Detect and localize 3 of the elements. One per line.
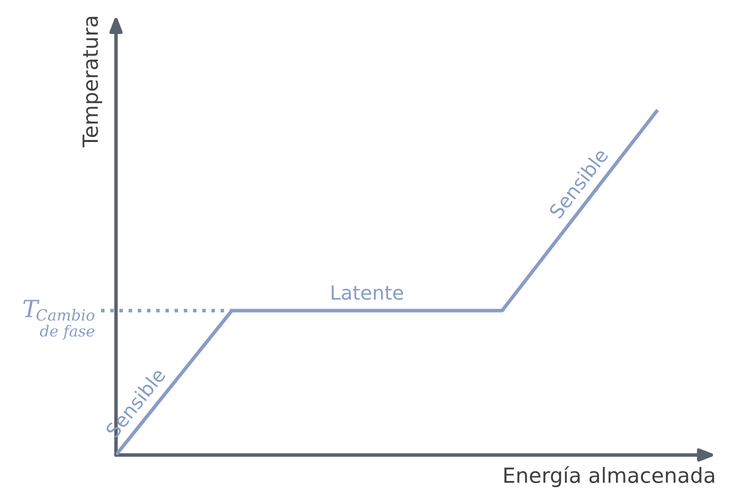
y-axis-title: Temperatura bbox=[82, 16, 102, 148]
annotation: Latente bbox=[332, 285, 404, 300]
x-axis-title: Energía almacenada bbox=[504, 466, 714, 488]
